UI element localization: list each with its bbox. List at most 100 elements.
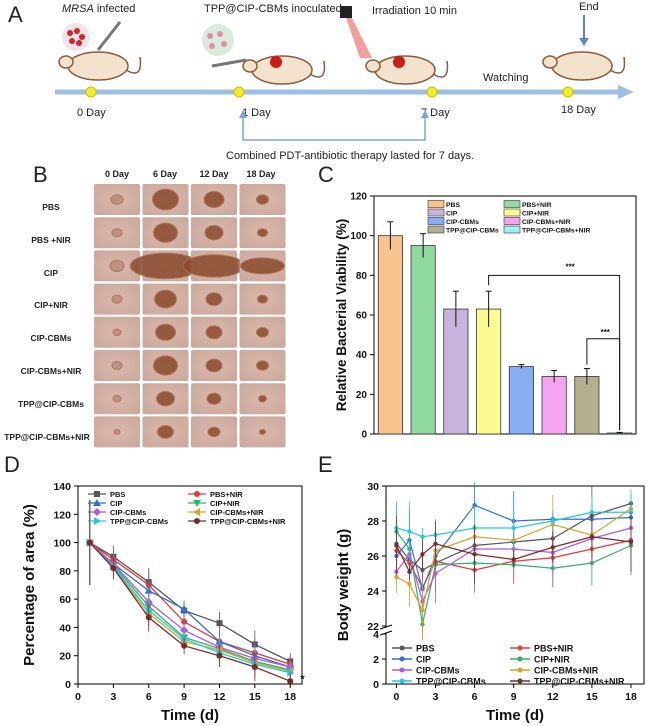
x-tick-label: 15 xyxy=(249,691,261,703)
wound-mark xyxy=(257,294,268,304)
panel-a-label: A xyxy=(8,2,23,27)
x-tick-label: 6 xyxy=(146,691,152,703)
legend-marker-cip-cbms xyxy=(93,508,101,516)
rat-day7 xyxy=(365,55,449,85)
legend-label-cip: CIP xyxy=(446,211,458,218)
legend-label-cip-cbms-nir: CIP-CBMs+NIR xyxy=(522,219,571,226)
point-tpp-cip-cbms-nir xyxy=(181,642,188,649)
y-tick-label: 120 xyxy=(350,192,367,203)
end-arrowhead xyxy=(579,38,589,46)
wound-mark xyxy=(256,327,269,338)
bar-cip-cbms xyxy=(508,366,534,435)
y-tick-label: 80 xyxy=(59,566,71,578)
syringe-2 xyxy=(211,58,247,68)
point-tpp-cip-cbms xyxy=(407,529,412,534)
y-tick-label: 40 xyxy=(59,622,71,634)
point-cip-cbms-nir xyxy=(407,581,412,587)
legend-label-cip-nir: CIP+NIR xyxy=(522,211,549,218)
legend-marker-pbs xyxy=(399,645,405,651)
legend-marker-pbs-nir xyxy=(517,645,523,651)
legend-label-cip-cbms: CIP-CBMs xyxy=(446,219,479,226)
capsule-cluster xyxy=(202,24,234,56)
wound-mark xyxy=(109,259,125,273)
y-tick-label: 4 xyxy=(373,629,379,641)
bar-cip xyxy=(443,308,469,435)
x-tick-label: 3 xyxy=(110,691,116,703)
point-tpp-cip-cbms-nir xyxy=(251,664,258,671)
point-tpp-cip-cbms-nir xyxy=(511,557,516,562)
legend-label-cip: CIP xyxy=(110,499,123,508)
y-tick-label: 0 xyxy=(65,679,71,691)
legend-label-cip-nir: CIP+NIR xyxy=(210,499,240,508)
point-tpp-cip-cbms xyxy=(511,525,516,531)
point-tpp-cip-cbms-nir xyxy=(589,534,595,539)
y-tick-label: 30 xyxy=(367,481,379,493)
panel-e-label: E xyxy=(318,452,333,477)
y-tick-label: 28 xyxy=(367,516,379,528)
legend-swatch-tpp-cip-cbms-nir xyxy=(503,225,521,234)
wound-mark xyxy=(156,391,175,407)
timeline-dot-day0 xyxy=(85,86,97,98)
wound-mark xyxy=(110,194,124,205)
line-chart-wound-area: 0 20 40 60 80 100 120 140 0 3 6 9 12 15 18 Time (d) Perc… xyxy=(21,481,305,724)
x-tick-label: 12 xyxy=(547,691,559,703)
plot-frame xyxy=(385,485,645,685)
mrsa-text: MRSA xyxy=(62,3,94,15)
row-label-tpp-cip-cbms-nir: TPP@CIP-CBMs+NIR xyxy=(4,432,90,442)
wound-mark xyxy=(205,292,223,306)
legend-marker-cip-cbms-nir xyxy=(193,508,200,516)
y-tick-label: 22 xyxy=(367,621,379,633)
legend-marker-pbs-nir xyxy=(194,491,200,497)
legend-label-pbs-nir: PBS+NIR xyxy=(522,202,552,209)
point-cip-cbms-nir xyxy=(420,608,425,613)
wound-mark xyxy=(112,395,122,403)
col-header-day6: 6 Day xyxy=(152,169,178,179)
y-tick-label: 2 xyxy=(373,654,379,666)
row-label-pbs-nir: PBS +NIR xyxy=(31,235,71,245)
timeline-arrowhead xyxy=(618,85,634,99)
x-tick-label: 9 xyxy=(511,691,517,703)
timeline-dot-day18 xyxy=(562,86,574,98)
x-axis-title: Time (d) xyxy=(161,707,219,724)
wound-mark xyxy=(258,395,267,403)
legend-swatch-cip-cbms-nir xyxy=(503,217,521,225)
therapy-bracket xyxy=(242,118,426,141)
x-tick-label: 0 xyxy=(75,691,81,703)
point-tpp-cip-cbms-nir xyxy=(394,543,399,548)
significance-bracket-2 xyxy=(586,338,621,431)
legend-marker-tpp-cip-cbms xyxy=(94,517,101,525)
irradiation-caption: Irradiation 10 min xyxy=(372,5,457,17)
x-tick-label: 3 xyxy=(433,691,439,703)
y-tick-label: 20 xyxy=(356,390,368,401)
point-pbs xyxy=(216,620,223,627)
wound-mark xyxy=(154,289,177,309)
legend-marker-cip xyxy=(93,499,101,506)
legend-marker-cip xyxy=(399,656,405,662)
legend-label-cip-cbms-nir: CIP-CBMs+NIR xyxy=(210,508,264,517)
legend-swatch-tpp-cip-cbms xyxy=(427,225,445,234)
timeline-dot-day1 xyxy=(233,86,245,98)
wound-mark xyxy=(111,361,123,370)
x-tick-label: 18 xyxy=(284,691,296,703)
legend-label-cip-cbms: CIP-CBMs xyxy=(416,666,460,676)
point-tpp-cip-cbms xyxy=(181,634,189,643)
point-tpp-cip-cbms-nir xyxy=(145,614,152,621)
day-7-label: 7 Day xyxy=(421,107,450,119)
significance-annotation: * xyxy=(300,673,305,685)
row-label-cip-cbms-nir: CIP-CBMs+NIR xyxy=(20,366,82,376)
wound-mark xyxy=(155,323,176,341)
wound-mark xyxy=(111,228,123,238)
y-tick-label: 0 xyxy=(361,430,367,441)
laser-device xyxy=(340,6,352,18)
day-0-label: 0 Day xyxy=(77,107,106,119)
legend-marker-cip-cbms-nir xyxy=(517,667,523,673)
legend-label-pbs: PBS xyxy=(416,644,435,654)
y-tick-label: 100 xyxy=(350,231,367,242)
legend-label-cip-cbms: CIP-CBMs xyxy=(110,508,146,517)
point-tpp-cip-cbms-nir xyxy=(110,565,117,572)
bracket-arrow-right xyxy=(421,110,429,118)
col-header-day12: 12 Day xyxy=(199,169,229,179)
x-tick-label: 15 xyxy=(586,691,598,703)
legend-label-pbs-nir: PBS+NIR xyxy=(534,644,574,654)
